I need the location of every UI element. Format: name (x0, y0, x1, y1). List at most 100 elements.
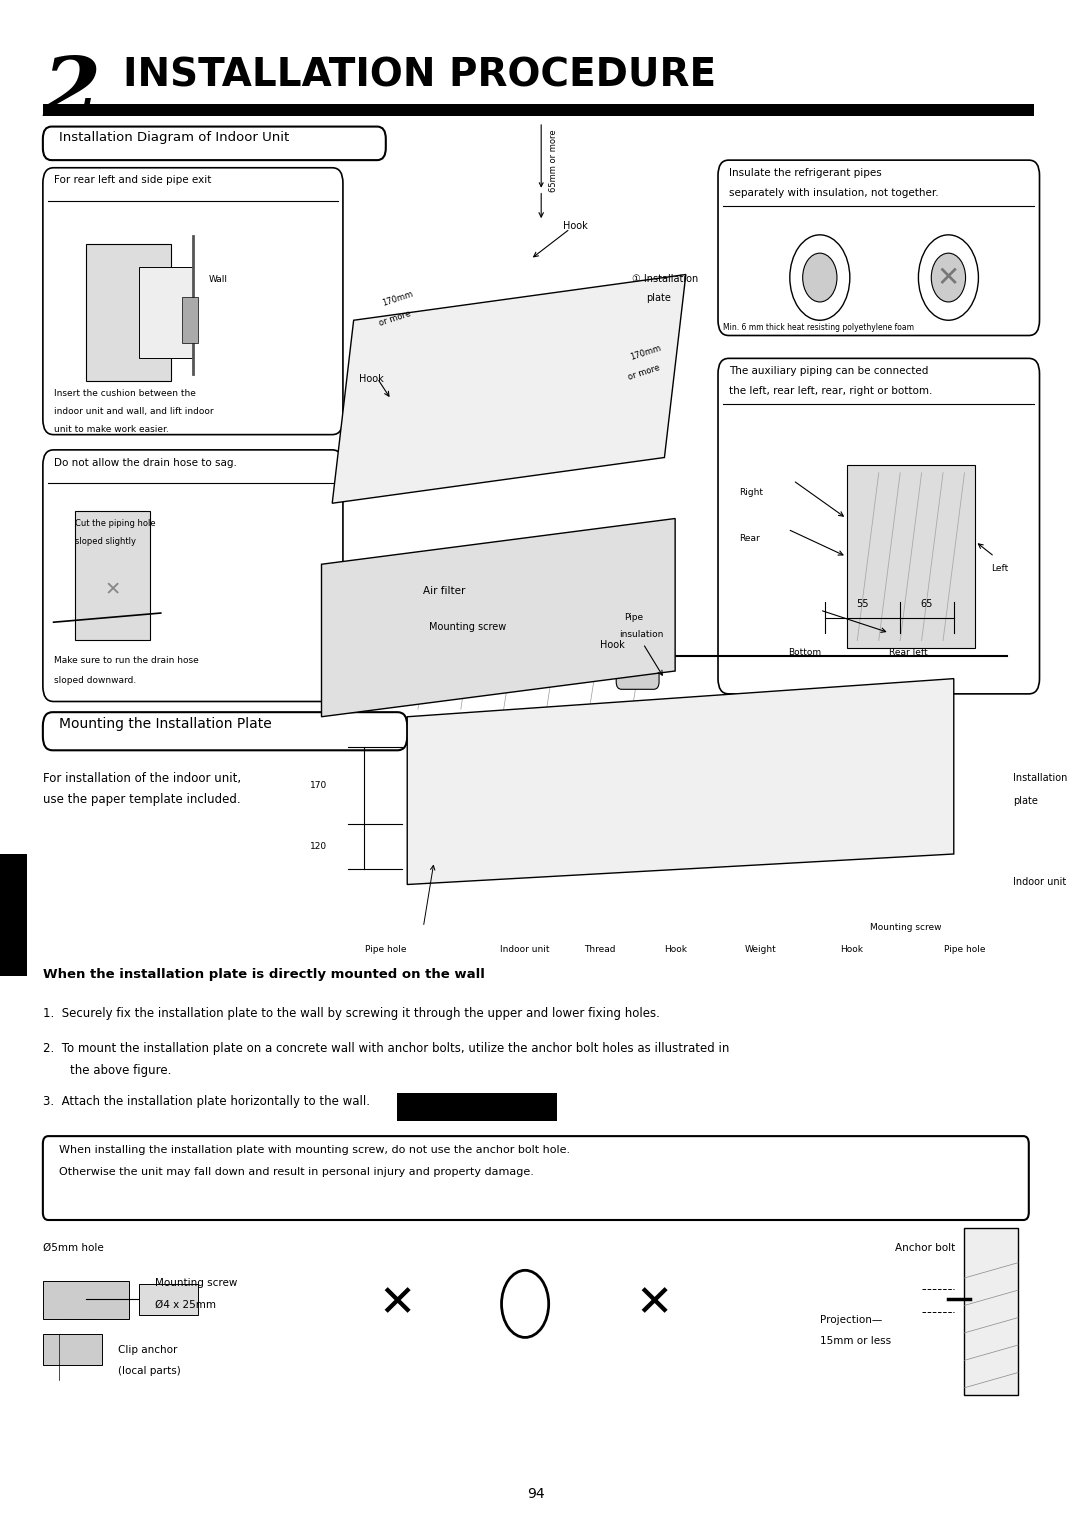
Bar (461, 607, 492, 624)
FancyBboxPatch shape (43, 712, 407, 750)
Text: ✕: ✕ (936, 264, 960, 291)
Bar (139, 267, 193, 358)
Bar (0, 854, 27, 976)
Bar (847, 465, 975, 648)
Circle shape (931, 253, 966, 302)
Bar (423, 607, 456, 624)
Text: ✕: ✕ (105, 581, 121, 599)
FancyBboxPatch shape (43, 1136, 1029, 1220)
Text: Projection—: Projection— (820, 1315, 882, 1325)
Bar (423, 650, 456, 666)
Bar (461, 650, 492, 666)
Text: Pipe: Pipe (624, 613, 643, 622)
FancyBboxPatch shape (718, 160, 1040, 336)
Bar (461, 628, 492, 645)
Text: 3.  Attach the installation plate horizontally to the wall.: 3. Attach the installation plate horizon… (43, 1095, 369, 1109)
Text: ✕: ✕ (378, 1283, 415, 1325)
Bar (632, 805, 640, 824)
Text: Mounting screw: Mounting screw (429, 622, 505, 633)
Bar (777, 805, 785, 824)
Text: sloped slightly: sloped slightly (75, 537, 136, 546)
Polygon shape (333, 274, 686, 503)
Text: 2.  To mount the installation plate on a concrete wall with anchor bolts, utiliz: 2. To mount the installation plate on a … (43, 1042, 729, 1055)
Text: 120: 120 (310, 842, 327, 851)
Bar (498, 607, 530, 624)
Text: When installing the installation plate with mounting screw, do not use the ancho: When installing the installation plate w… (59, 1145, 570, 1156)
Bar (964, 1228, 1018, 1395)
Text: Clip anchor: Clip anchor (118, 1345, 177, 1356)
Text: the left, rear left, rear, right or bottom.: the left, rear left, rear, right or bott… (729, 386, 932, 396)
Text: 15mm or less: 15mm or less (820, 1336, 891, 1347)
Text: Hook: Hook (600, 640, 625, 651)
Text: Indoor unit: Indoor unit (500, 946, 550, 955)
Text: 65mm or more: 65mm or more (549, 130, 557, 192)
Text: Ø4 x 25mm: Ø4 x 25mm (156, 1299, 216, 1310)
Text: Mounting the Installation Plate: Mounting the Installation Plate (59, 717, 272, 730)
Bar (396, 1093, 557, 1121)
Bar (729, 805, 738, 824)
Text: 170mm: 170mm (380, 290, 414, 308)
Text: 94: 94 (527, 1487, 544, 1501)
Bar (584, 805, 593, 824)
Text: For installation of the indoor unit,: For installation of the indoor unit, (43, 772, 241, 785)
Text: Hook: Hook (563, 221, 588, 232)
Bar (498, 628, 530, 645)
Text: 65: 65 (921, 599, 933, 610)
Text: separately with insulation, not together.: separately with insulation, not together… (729, 188, 939, 198)
Bar (498, 650, 530, 666)
Text: Air filter: Air filter (423, 586, 465, 596)
Circle shape (802, 253, 837, 302)
Bar (536, 628, 568, 645)
Text: (local parts): (local parts) (118, 1366, 180, 1377)
Text: ① Installation: ① Installation (632, 274, 699, 285)
Text: Do not allow the drain hose to sag.: Do not allow the drain hose to sag. (54, 458, 237, 468)
Text: plate: plate (1013, 796, 1038, 805)
Text: Pipe hole: Pipe hole (944, 946, 985, 955)
Text: Pipe hole: Pipe hole (365, 946, 406, 955)
Text: Hook: Hook (663, 946, 687, 955)
Text: Mounting screw: Mounting screw (869, 923, 942, 932)
Text: Rear: Rear (740, 534, 760, 543)
Bar (536, 805, 544, 824)
Text: Wall: Wall (208, 274, 228, 284)
Polygon shape (407, 679, 954, 884)
FancyBboxPatch shape (43, 450, 343, 702)
Circle shape (501, 1270, 549, 1337)
Text: Bottom: Bottom (787, 648, 821, 657)
Text: Mounting screw: Mounting screw (156, 1278, 238, 1289)
Text: Installation: Installation (1013, 773, 1067, 782)
Bar (536, 650, 568, 666)
Circle shape (789, 235, 850, 320)
Text: ✕: ✕ (635, 1283, 673, 1325)
Text: sloped downward.: sloped downward. (54, 676, 136, 685)
Text: Right: Right (740, 488, 764, 497)
Text: use the paper template included.: use the paper template included. (43, 793, 241, 807)
Bar (75, 511, 150, 640)
FancyBboxPatch shape (43, 168, 343, 435)
Bar (440, 805, 448, 824)
Bar (386, 607, 418, 624)
Text: the above figure.: the above figure. (69, 1064, 171, 1078)
Text: indoor unit and wall, and lift indoor: indoor unit and wall, and lift indoor (54, 407, 213, 416)
Text: Installation Diagram of Indoor Unit: Installation Diagram of Indoor Unit (59, 131, 289, 145)
Text: Min. 6 mm thick heat resisting polyethylene foam: Min. 6 mm thick heat resisting polyethyl… (724, 323, 915, 332)
Bar (386, 650, 418, 666)
Text: 2: 2 (43, 53, 100, 133)
Polygon shape (322, 518, 675, 717)
Bar (825, 805, 834, 824)
Text: 170: 170 (310, 781, 327, 790)
Text: Insulate the refrigerant pipes: Insulate the refrigerant pipes (729, 168, 881, 178)
Text: or more: or more (626, 363, 661, 381)
Text: 55: 55 (856, 599, 869, 610)
Text: INSTALLATION PROCEDURE: INSTALLATION PROCEDURE (123, 56, 716, 95)
Text: unit to make work easier.: unit to make work easier. (54, 425, 168, 435)
Text: Weight: Weight (745, 946, 777, 955)
Bar (386, 586, 418, 602)
Text: 170mm: 170mm (629, 343, 662, 361)
Text: When the installation plate is directly mounted on the wall: When the installation plate is directly … (43, 968, 485, 982)
Text: Indoor unit: Indoor unit (1013, 877, 1066, 888)
Bar (43, 104, 1035, 116)
Bar (498, 586, 530, 602)
Text: Rear left: Rear left (890, 648, 928, 657)
FancyBboxPatch shape (617, 605, 659, 689)
